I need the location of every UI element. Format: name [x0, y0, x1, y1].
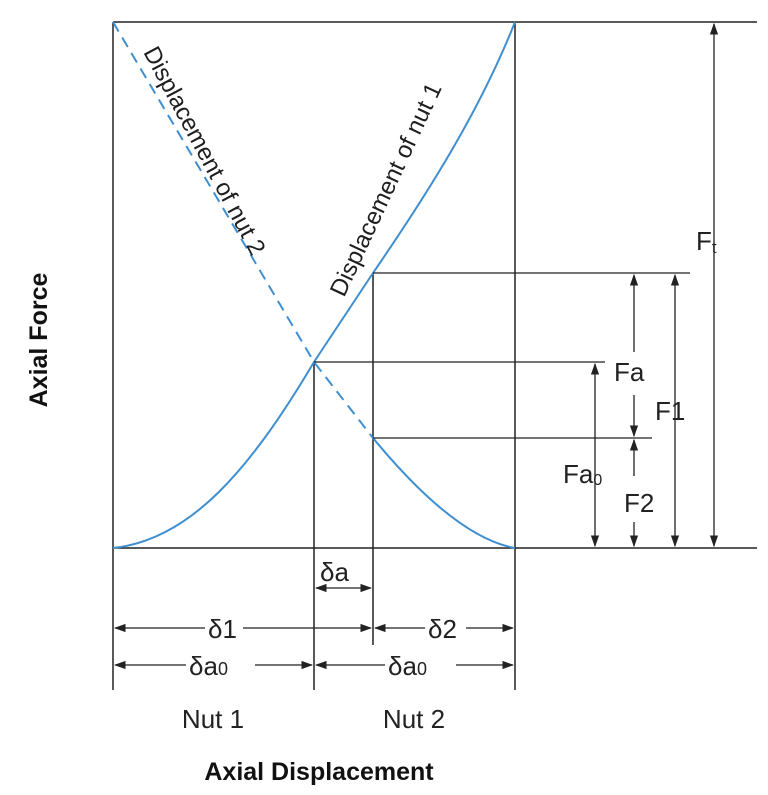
nut1-displacement-curve — [112, 21, 516, 549]
y-axis-title: Axial Force — [25, 273, 53, 408]
nut2-displacement-curve — [372, 437, 516, 549]
fa-label: Fa — [614, 357, 645, 387]
x-axis-title: Axial Displacement — [204, 758, 434, 786]
force-reference-lines — [314, 272, 690, 439]
nut2-displacement-curve-dashed — [112, 21, 374, 439]
diagram-frame — [112, 21, 757, 690]
f1-label: F1 — [655, 396, 685, 426]
nut1-label: Nut 1 — [182, 704, 244, 734]
fa0-label: Fa0 — [563, 459, 602, 489]
delta1-label: δ1 — [208, 614, 237, 644]
nut1-curve-label: Displacement of nut 1 — [325, 79, 448, 301]
nut2-label: Nut 2 — [383, 704, 445, 734]
nut2-curve-label: Displacement of nut 2 — [138, 42, 271, 260]
delta2-label: δ2 — [428, 614, 457, 644]
ft-label: Ft — [696, 226, 717, 257]
f2-label: F2 — [624, 488, 654, 518]
delta-a0-right-label: δa0 — [388, 651, 427, 681]
delta-a-label: δa — [320, 557, 349, 587]
delta-a0-left-label: δa0 — [189, 651, 228, 681]
